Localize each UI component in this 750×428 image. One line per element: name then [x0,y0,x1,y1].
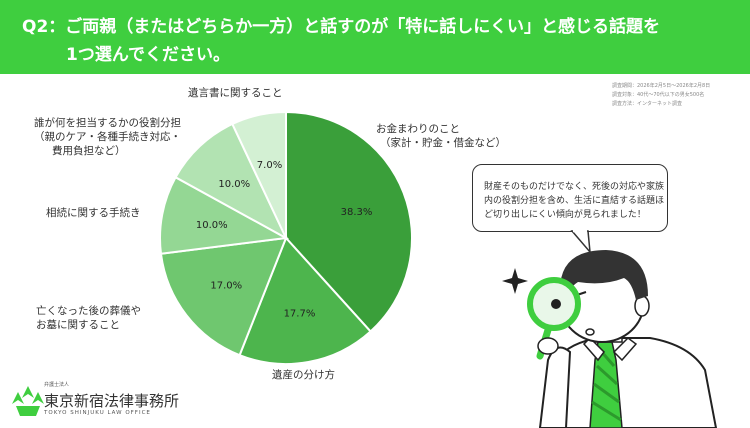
meta-period: 調査期間：2026年2月5日～2026年2月8日 [612,83,711,89]
bubble-line3: ど切り出しにくい傾向が見られました！ [484,210,646,220]
label-procedures: 相続に関する手続き [46,207,141,219]
pie-slice [174,122,289,241]
question-title-line1: Q2：ご両親（またはどちらか一方）と話すのが「特に話しにくい」と感じる話題を [22,17,660,37]
pie-slice-value-label: 38.3% [341,207,373,218]
label-money-line2: （家計・貯金・借金など） [380,137,506,149]
label-roles-line3: 費用負担など） [52,145,126,157]
pie-slice-value-label: 7.0% [257,160,282,171]
pie-slice-value-label: 17.7% [284,308,316,319]
label-inheritance-split: 遺産の分け方 [272,369,335,381]
logo-corp-type: 弁護士法人 [44,382,70,388]
bubble-line2: 内の役割分担を含め、生活に直結する話題ほ [484,196,665,206]
pie-slice-value-label: 10.0% [218,179,250,190]
meta-method: 調査方法：インターネット調査 [612,101,683,107]
meta-target: 調査対象：40代～70代以下の男女500名 [612,92,705,98]
label-will: 遺言書に関すること [188,87,283,99]
pie-slice [159,175,290,255]
pie-slice-value-label: 10.0% [196,220,228,231]
bubble-line1: 財産そのものだけでなく、死後の対応や家族 [484,182,665,192]
header-banner: Q2：ご両親（またはどちらか一方）と話すのが「特に話しにくい」と感じる話題を 1… [0,0,750,74]
logo-english: TOKYO SHINJUKU LAW OFFICE [44,410,151,416]
label-funeral: 亡くなった後の葬儀や お墓に関すること [36,304,141,332]
logo-name: 東京新宿法律事務所 [44,392,180,410]
pie-slice [231,110,287,239]
pie-slice [238,236,372,365]
pie-slice [159,236,288,357]
pie-slice [285,110,413,333]
label-funeral-line1: 亡くなった後の葬儀や [36,305,141,317]
survey-meta: 調査期間：2026年2月5日～2026年2月8日 調査対象：40代～70代以下の… [612,82,710,109]
speech-bubble [472,164,668,232]
label-roles-line2: （親のケア・各種手続き対応・ [34,131,181,143]
label-money: お金まわりのこと （家計・貯金・借金など） [376,122,506,150]
sparkle-icon [502,268,528,294]
law-office-logo-icon [12,386,44,416]
pie-slice-value-label: 17.0% [210,280,242,291]
question-title-line2: 1つ選んでください。 [66,45,230,65]
label-roles-line1: 誰が何を担当するかの役割分担 [34,117,181,129]
label-roles: 誰が何を担当するかの役割分担 （親のケア・各種手続き対応・ 費用負担など） [34,116,181,158]
bubble-text: 財産そのものだけでなく、死後の対応や家族 内の役割分担を含め、生活に直結する話題… [484,180,664,222]
label-funeral-line2: お墓に関すること [36,319,120,331]
label-money-line1: お金まわりのこと [376,123,460,135]
